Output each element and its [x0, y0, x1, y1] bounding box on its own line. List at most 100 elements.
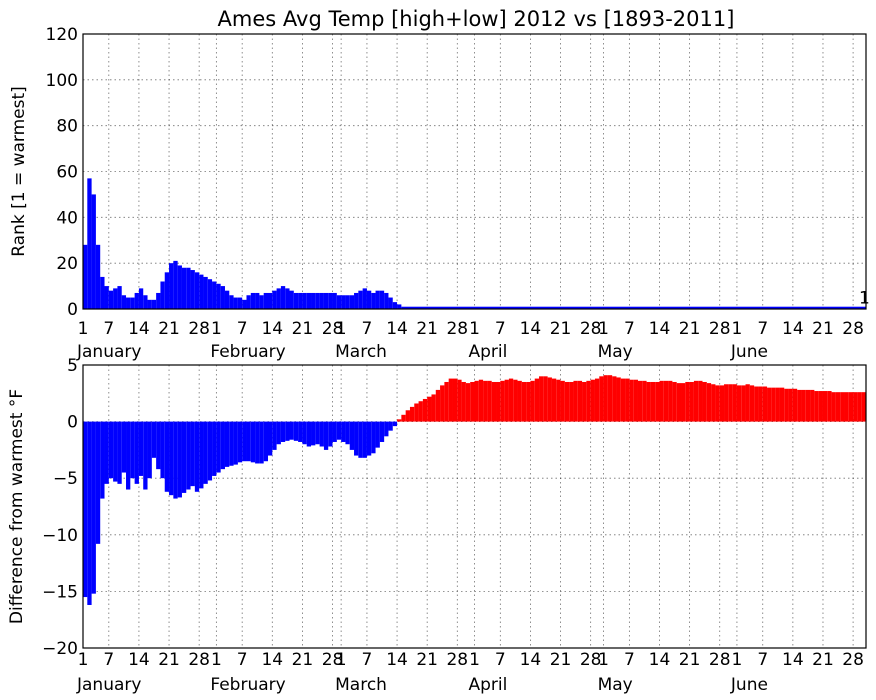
diff-bar-51: [302, 421, 307, 445]
diff-bar-62: [349, 421, 355, 450]
diff-bar-33: [224, 421, 230, 467]
diff-bar-63: [354, 421, 359, 456]
rank-bar-71: [388, 297, 393, 309]
diff-bar-106: [539, 376, 544, 422]
rank-bar-52: [306, 292, 312, 309]
diff-bar-177: [844, 392, 849, 422]
diff-xtick-14: 28: [446, 650, 468, 670]
diff-month-2: March: [335, 675, 387, 695]
diff-xtick-18: 21: [550, 650, 572, 670]
diff-bar-136: [668, 380, 673, 422]
diff-bar-132: [650, 381, 656, 422]
diff-bar-145: [706, 383, 712, 422]
diff-xtick-21: 7: [624, 650, 635, 670]
diff-bar-11: [130, 421, 135, 479]
diff-bar-65: [362, 421, 367, 458]
rank-end-annotation: 1: [859, 289, 870, 309]
diff-bar-20: [169, 421, 174, 496]
rank-xtick-8: 21: [292, 319, 314, 339]
rank-bar-64: [358, 290, 363, 309]
diff-bar-84: [444, 381, 449, 422]
rank-ytick-6: 120: [46, 25, 78, 45]
diff-bar-121: [603, 375, 608, 422]
rank-bar-33: [224, 290, 230, 309]
diff-bar-13: [138, 421, 144, 476]
diff-bar-67: [371, 421, 376, 454]
rank-bar-35: [233, 297, 238, 309]
rank-xtick-23: 21: [679, 319, 701, 339]
diff-bar-109: [551, 378, 557, 422]
rank-bar-16: [151, 299, 157, 309]
rank-bar-58: [332, 292, 337, 309]
diff-bar-133: [655, 381, 660, 422]
diff-bar-141: [689, 381, 694, 422]
rank-bar-49: [293, 292, 299, 309]
rank-xtick-29: 28: [842, 319, 864, 339]
rank-xtick-28: 21: [812, 319, 834, 339]
diff-bar-9: [121, 421, 127, 473]
diff-ytick-5: 5: [67, 356, 78, 376]
diff-bar-12: [134, 421, 139, 484]
diff-bar-167: [801, 389, 806, 422]
rank-bar-47: [285, 288, 290, 309]
diff-bar-38: [246, 421, 251, 462]
rank-month-0: January: [76, 342, 141, 362]
diff-xtick-29: 28: [842, 650, 864, 670]
diff-bar-159: [767, 387, 772, 422]
diff-bar-87: [457, 379, 462, 422]
diff-xtick-11: 7: [362, 650, 373, 670]
diff-bar-6: [108, 421, 114, 479]
diff-ytick-1: −15: [42, 582, 78, 602]
rank-month-4: May: [598, 342, 633, 362]
diff-ytick-3: −5: [53, 469, 78, 489]
diff-bar-41: [259, 421, 264, 464]
rank-bar-40: [255, 292, 260, 309]
rank-xtick-20: 1: [598, 319, 609, 339]
diff-bar-170: [814, 391, 819, 422]
diff-bar-137: [672, 381, 677, 422]
diff-bar-158: [762, 386, 768, 422]
rank-bar-34: [229, 295, 234, 309]
diff-xtick-27: 14: [782, 650, 804, 670]
rank-bar-53: [311, 292, 316, 309]
diff-bar-96: [496, 381, 501, 422]
diff-xtick-13: 21: [416, 650, 438, 670]
diff-bar-94: [487, 380, 492, 422]
diff-bar-143: [698, 380, 703, 422]
rank-bar-66: [366, 290, 372, 309]
diff-bar-36: [237, 421, 243, 463]
rank-bar-59: [336, 295, 342, 309]
rank-bar-11: [130, 297, 135, 309]
diff-bar-56: [323, 421, 329, 450]
rank-xtick-13: 21: [416, 319, 438, 339]
rank-ylabel: Rank [1 = warmest]: [9, 86, 29, 257]
rank-bar-25: [190, 270, 195, 309]
diff-bar-42: [263, 421, 268, 462]
diff-bar-112: [564, 381, 570, 422]
diff-bar-90: [470, 381, 475, 422]
diff-bar-129: [637, 380, 643, 422]
rank-ytick-5: 100: [46, 71, 78, 91]
diff-bar-152: [736, 385, 742, 422]
diff-bar-23: [181, 421, 187, 493]
diff-month-1: February: [210, 675, 285, 695]
diff-bar-80: [427, 396, 432, 422]
diff-bar-81: [431, 394, 436, 422]
diff-xtick-20: 1: [598, 650, 609, 670]
diff-bar-111: [560, 380, 565, 422]
diff-xtick-5: 1: [211, 650, 222, 670]
diff-bar-68: [375, 421, 380, 448]
diff-month-0: January: [76, 675, 141, 695]
rank-bar-8: [117, 286, 122, 309]
rank-bar-30: [212, 281, 217, 309]
rank-bar-14: [143, 295, 148, 309]
diff-bar-79: [422, 398, 428, 422]
diff-bar-30: [212, 421, 217, 476]
diff-bar-14: [143, 421, 148, 490]
diff-bar-18: [160, 421, 165, 479]
diff-bar-156: [754, 386, 759, 422]
diff-bar-7: [113, 421, 118, 482]
diff-bar-86: [452, 378, 458, 422]
diff-xtick-17: 14: [520, 650, 542, 670]
